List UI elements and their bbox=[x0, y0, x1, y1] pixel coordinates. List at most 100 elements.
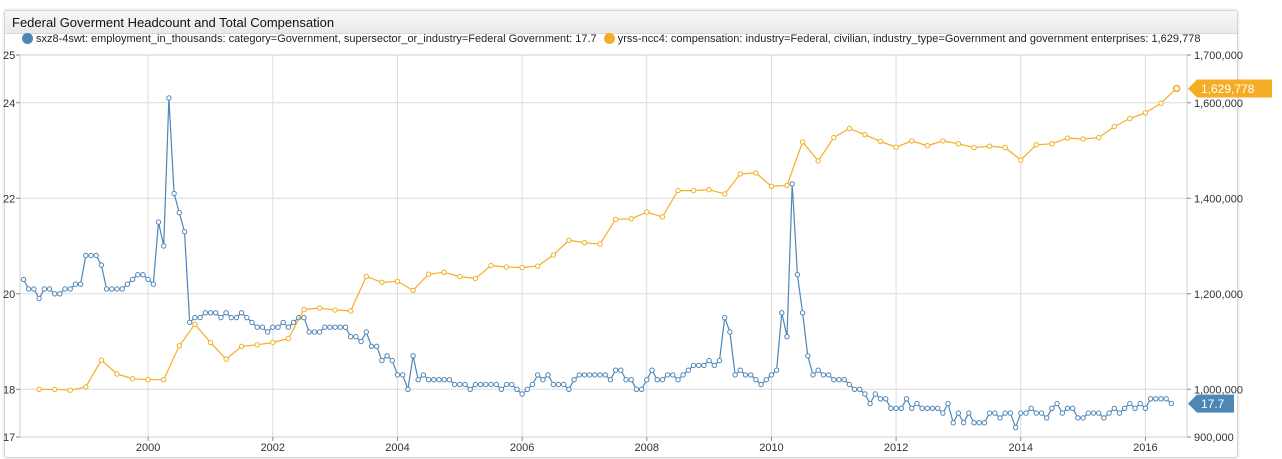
data-point bbox=[1064, 135, 1071, 141]
data-point bbox=[971, 144, 977, 151]
y-right-tick-label: 1,600,000 bbox=[1194, 98, 1243, 110]
data-point bbox=[342, 324, 349, 330]
legend-item-compensation[interactable]: yrss-ncc4: compensation: industry=Federa… bbox=[603, 33, 1200, 45]
data-point bbox=[384, 353, 390, 359]
data-point bbox=[597, 372, 603, 378]
data-point bbox=[244, 314, 250, 321]
data-point bbox=[31, 286, 37, 292]
data-point bbox=[960, 420, 967, 426]
data-point bbox=[1127, 400, 1133, 407]
data-point bbox=[706, 357, 712, 364]
data-point bbox=[659, 377, 666, 383]
flag-label: 17.7 bbox=[1201, 397, 1225, 411]
data-point bbox=[114, 371, 120, 377]
data-point bbox=[197, 314, 203, 321]
data-point bbox=[1044, 415, 1050, 421]
data-point bbox=[997, 415, 1003, 421]
data-point bbox=[846, 381, 853, 388]
data-point bbox=[612, 216, 619, 223]
data-point bbox=[1033, 410, 1040, 416]
data-point bbox=[457, 381, 463, 388]
data-point bbox=[519, 264, 525, 271]
data-point bbox=[612, 367, 619, 373]
data-point bbox=[425, 377, 432, 383]
data-point bbox=[955, 410, 962, 416]
last-value-flag-employment: 17.7 bbox=[1188, 394, 1234, 413]
data-point bbox=[67, 286, 73, 292]
data-point bbox=[742, 372, 749, 378]
data-point bbox=[659, 214, 666, 220]
data-point bbox=[1080, 136, 1086, 142]
flag-shape bbox=[1188, 79, 1272, 98]
x-tick-label: 2012 bbox=[884, 442, 908, 454]
flag-shape bbox=[1188, 394, 1234, 413]
data-point bbox=[254, 324, 260, 330]
data-point bbox=[1142, 405, 1149, 411]
data-point bbox=[846, 125, 853, 132]
data-point bbox=[1070, 405, 1076, 411]
data-point bbox=[670, 372, 676, 378]
data-point bbox=[592, 372, 598, 378]
y-right-tick-label: 1,000,000 bbox=[1194, 384, 1243, 396]
x-tick-label: 2010 bbox=[759, 442, 783, 454]
data-point bbox=[1018, 410, 1024, 416]
data-point bbox=[389, 357, 395, 364]
data-point bbox=[57, 291, 63, 297]
data-point bbox=[363, 329, 369, 335]
data-point bbox=[587, 372, 593, 378]
data-point bbox=[348, 308, 354, 314]
data-point bbox=[26, 286, 32, 292]
data-point bbox=[83, 252, 89, 259]
data-point bbox=[545, 372, 551, 378]
data-point bbox=[415, 377, 421, 383]
data-point bbox=[254, 342, 260, 348]
data-point bbox=[270, 339, 276, 346]
data-point bbox=[155, 219, 162, 225]
data-point bbox=[716, 357, 723, 364]
legend-dot-employment bbox=[22, 33, 33, 44]
data-point bbox=[773, 367, 780, 373]
data-point bbox=[36, 386, 42, 392]
data-point bbox=[176, 209, 183, 216]
data-point bbox=[581, 372, 588, 378]
data-point bbox=[535, 263, 541, 269]
data-point bbox=[238, 343, 245, 349]
data-point bbox=[98, 357, 105, 363]
data-point bbox=[493, 381, 499, 388]
series-employment bbox=[20, 95, 1175, 431]
data-point bbox=[581, 240, 588, 246]
data-point bbox=[924, 405, 930, 411]
data-point bbox=[628, 216, 634, 222]
data-point bbox=[316, 329, 323, 335]
legend-label-employment: sxz8-4swt: employment_in_thousands: cate… bbox=[36, 33, 597, 45]
data-point bbox=[83, 384, 89, 390]
data-point bbox=[883, 396, 889, 402]
data-point bbox=[628, 377, 634, 383]
data-point bbox=[72, 281, 79, 287]
data-point bbox=[405, 386, 411, 392]
data-point bbox=[472, 381, 479, 388]
data-point bbox=[1163, 396, 1169, 402]
data-point bbox=[498, 386, 505, 392]
data-point bbox=[607, 377, 614, 383]
data-point bbox=[877, 138, 884, 145]
data-point bbox=[171, 190, 177, 197]
data-point bbox=[644, 377, 650, 383]
legend-item-employment[interactable]: sxz8-4swt: employment_in_thousands: cate… bbox=[22, 33, 597, 45]
data-point bbox=[249, 319, 255, 326]
data-point bbox=[820, 372, 827, 378]
x-tick-label: 2016 bbox=[1133, 442, 1157, 454]
data-point bbox=[940, 138, 946, 144]
data-point bbox=[223, 356, 229, 362]
data-point bbox=[981, 420, 988, 426]
data-point bbox=[306, 329, 312, 335]
data-point bbox=[768, 372, 775, 378]
data-point bbox=[176, 343, 183, 349]
data-point bbox=[20, 276, 27, 283]
data-point bbox=[88, 252, 94, 259]
grid-lines bbox=[20, 54, 1187, 438]
data-point bbox=[799, 139, 806, 145]
series-compensation bbox=[36, 84, 1181, 393]
data-point bbox=[46, 286, 53, 292]
data-point bbox=[161, 243, 167, 249]
